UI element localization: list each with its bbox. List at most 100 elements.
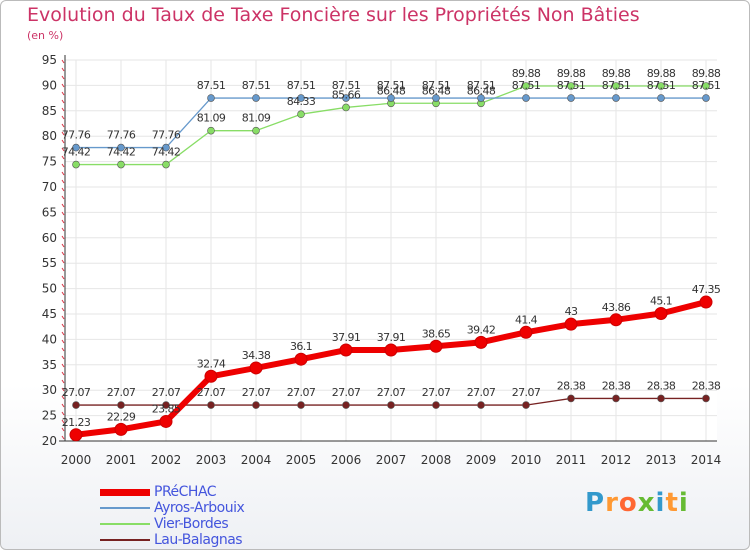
data-point xyxy=(432,94,440,102)
data-point xyxy=(522,82,530,90)
data-label: 37.91 xyxy=(332,331,361,344)
y-axis-dash xyxy=(61,403,65,408)
data-point xyxy=(339,343,353,357)
data-point xyxy=(519,325,533,339)
data-label: 41.4 xyxy=(515,313,538,326)
x-tick-label: 2009 xyxy=(466,453,497,467)
data-point xyxy=(612,94,620,102)
data-label: 36.1 xyxy=(290,340,312,353)
data-point xyxy=(117,143,125,152)
data-point xyxy=(657,94,665,102)
y-axis-dash xyxy=(61,435,65,440)
y-axis-dash xyxy=(61,355,65,360)
y-tick-label: 50 xyxy=(42,282,57,296)
y-axis-dash xyxy=(61,211,65,216)
y-tick-label: 20 xyxy=(42,434,57,448)
data-point xyxy=(342,94,350,102)
data-label: 27.07 xyxy=(287,386,316,399)
data-label: 84.33 xyxy=(287,95,316,108)
data-point xyxy=(252,94,260,102)
x-tick-label: 2001 xyxy=(106,453,137,467)
data-label: 89.88 xyxy=(557,67,586,80)
data-label: 32.74 xyxy=(197,357,226,370)
data-point xyxy=(252,401,260,409)
data-label: 87.51 xyxy=(242,79,271,92)
data-label: 87.51 xyxy=(197,79,226,92)
data-label: 45.1 xyxy=(650,294,672,307)
data-point xyxy=(162,143,170,152)
data-point xyxy=(162,160,170,169)
logo-letter: i xyxy=(678,488,689,518)
data-label: 87.51 xyxy=(287,79,316,92)
data-point xyxy=(72,401,80,409)
data-label: 28.38 xyxy=(602,379,631,392)
y-axis-dash xyxy=(61,155,65,160)
data-point xyxy=(297,401,305,409)
data-label: 86.48 xyxy=(422,84,451,97)
x-tick-label: 2014 xyxy=(691,453,722,467)
y-axis-dash xyxy=(61,411,65,416)
y-axis-dash xyxy=(61,147,65,152)
data-point xyxy=(654,306,668,320)
y-axis-dash xyxy=(61,323,65,328)
data-point xyxy=(567,82,575,90)
logo-letter: r xyxy=(605,488,619,518)
y-axis-dash xyxy=(61,131,65,136)
data-point xyxy=(567,394,575,403)
y-axis-dash xyxy=(61,67,65,72)
y-axis-dash xyxy=(61,195,65,200)
data-point xyxy=(207,401,215,409)
data-point xyxy=(114,422,128,436)
x-tick-label: 2011 xyxy=(556,453,587,467)
data-point xyxy=(522,401,530,409)
data-point xyxy=(162,401,170,409)
proxiti-logo: Proxiti xyxy=(585,488,689,518)
data-point xyxy=(69,428,83,442)
y-axis-dash xyxy=(61,251,65,256)
y-axis-dash xyxy=(61,427,65,432)
data-point xyxy=(387,94,395,102)
data-point xyxy=(297,94,305,102)
y-axis-dash xyxy=(61,171,65,176)
y-axis-dash xyxy=(61,307,65,312)
data-point xyxy=(612,82,620,90)
y-axis-dash xyxy=(61,219,65,224)
x-tick-label: 2005 xyxy=(286,453,317,467)
data-label: 81.09 xyxy=(242,112,271,125)
data-label: 86.48 xyxy=(377,84,406,97)
data-label: 87.51 xyxy=(647,79,676,92)
y-tick-label: 25 xyxy=(42,409,57,423)
data-point xyxy=(117,160,125,169)
data-label: 77.76 xyxy=(152,129,181,142)
y-tick-label: 35 xyxy=(42,358,57,372)
y-axis-dash xyxy=(61,227,65,232)
data-label: 22.29 xyxy=(107,410,136,423)
data-point xyxy=(477,94,485,102)
y-axis-dash xyxy=(61,99,65,104)
y-axis-dash xyxy=(61,379,65,384)
data-point xyxy=(657,394,665,403)
data-label: 27.07 xyxy=(467,386,496,399)
data-point xyxy=(522,94,530,102)
data-label: 27.07 xyxy=(422,386,451,399)
y-axis-dash xyxy=(61,75,65,80)
data-label: 89.88 xyxy=(647,67,676,80)
y-tick-label: 45 xyxy=(42,307,57,321)
data-point xyxy=(297,110,305,119)
y-axis-dash xyxy=(61,347,65,352)
data-point xyxy=(567,94,575,102)
data-label: 85.66 xyxy=(332,88,361,101)
y-axis-dash xyxy=(61,371,65,376)
data-label: 37.91 xyxy=(377,331,406,344)
logo-letter: i xyxy=(655,488,666,518)
y-axis-dash xyxy=(61,187,65,192)
y-axis-dash xyxy=(61,363,65,368)
y-axis-dash xyxy=(61,419,65,424)
y-axis-dash xyxy=(61,291,65,296)
y-tick-label: 90 xyxy=(42,78,57,92)
legend-label: Vier-Bordes xyxy=(154,516,229,532)
data-label: 43.86 xyxy=(602,301,631,314)
data-point xyxy=(249,361,263,375)
data-point xyxy=(474,335,488,349)
data-label: 87.51 xyxy=(602,79,631,92)
